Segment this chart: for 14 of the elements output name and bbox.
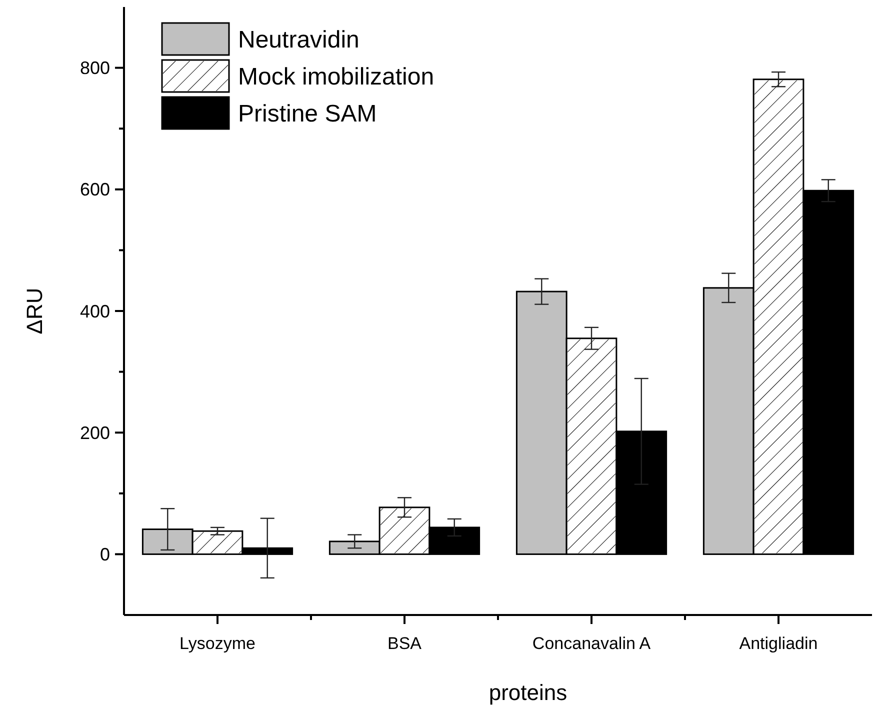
y-axis-title: ΔRU xyxy=(22,288,47,334)
y-tick-label: 200 xyxy=(80,422,110,443)
legend-label: Mock imobilization xyxy=(238,63,434,90)
x-tick-label: Lysozyme xyxy=(180,634,256,653)
legend-label: Pristine SAM xyxy=(238,100,377,128)
y-tick-label: 800 xyxy=(80,58,110,78)
y-tick-label: 400 xyxy=(80,301,110,322)
x-axis-title: proteins xyxy=(488,680,568,705)
x-tick-label: Antigliadin xyxy=(739,634,818,653)
y-tick-label: 600 xyxy=(80,180,110,200)
x-tick-label: Concanavalin A xyxy=(532,634,652,653)
y-tick-label: 0 xyxy=(100,544,110,564)
x-tick-label: BSA xyxy=(387,634,422,653)
legend-label: Neutravidin xyxy=(238,26,360,54)
